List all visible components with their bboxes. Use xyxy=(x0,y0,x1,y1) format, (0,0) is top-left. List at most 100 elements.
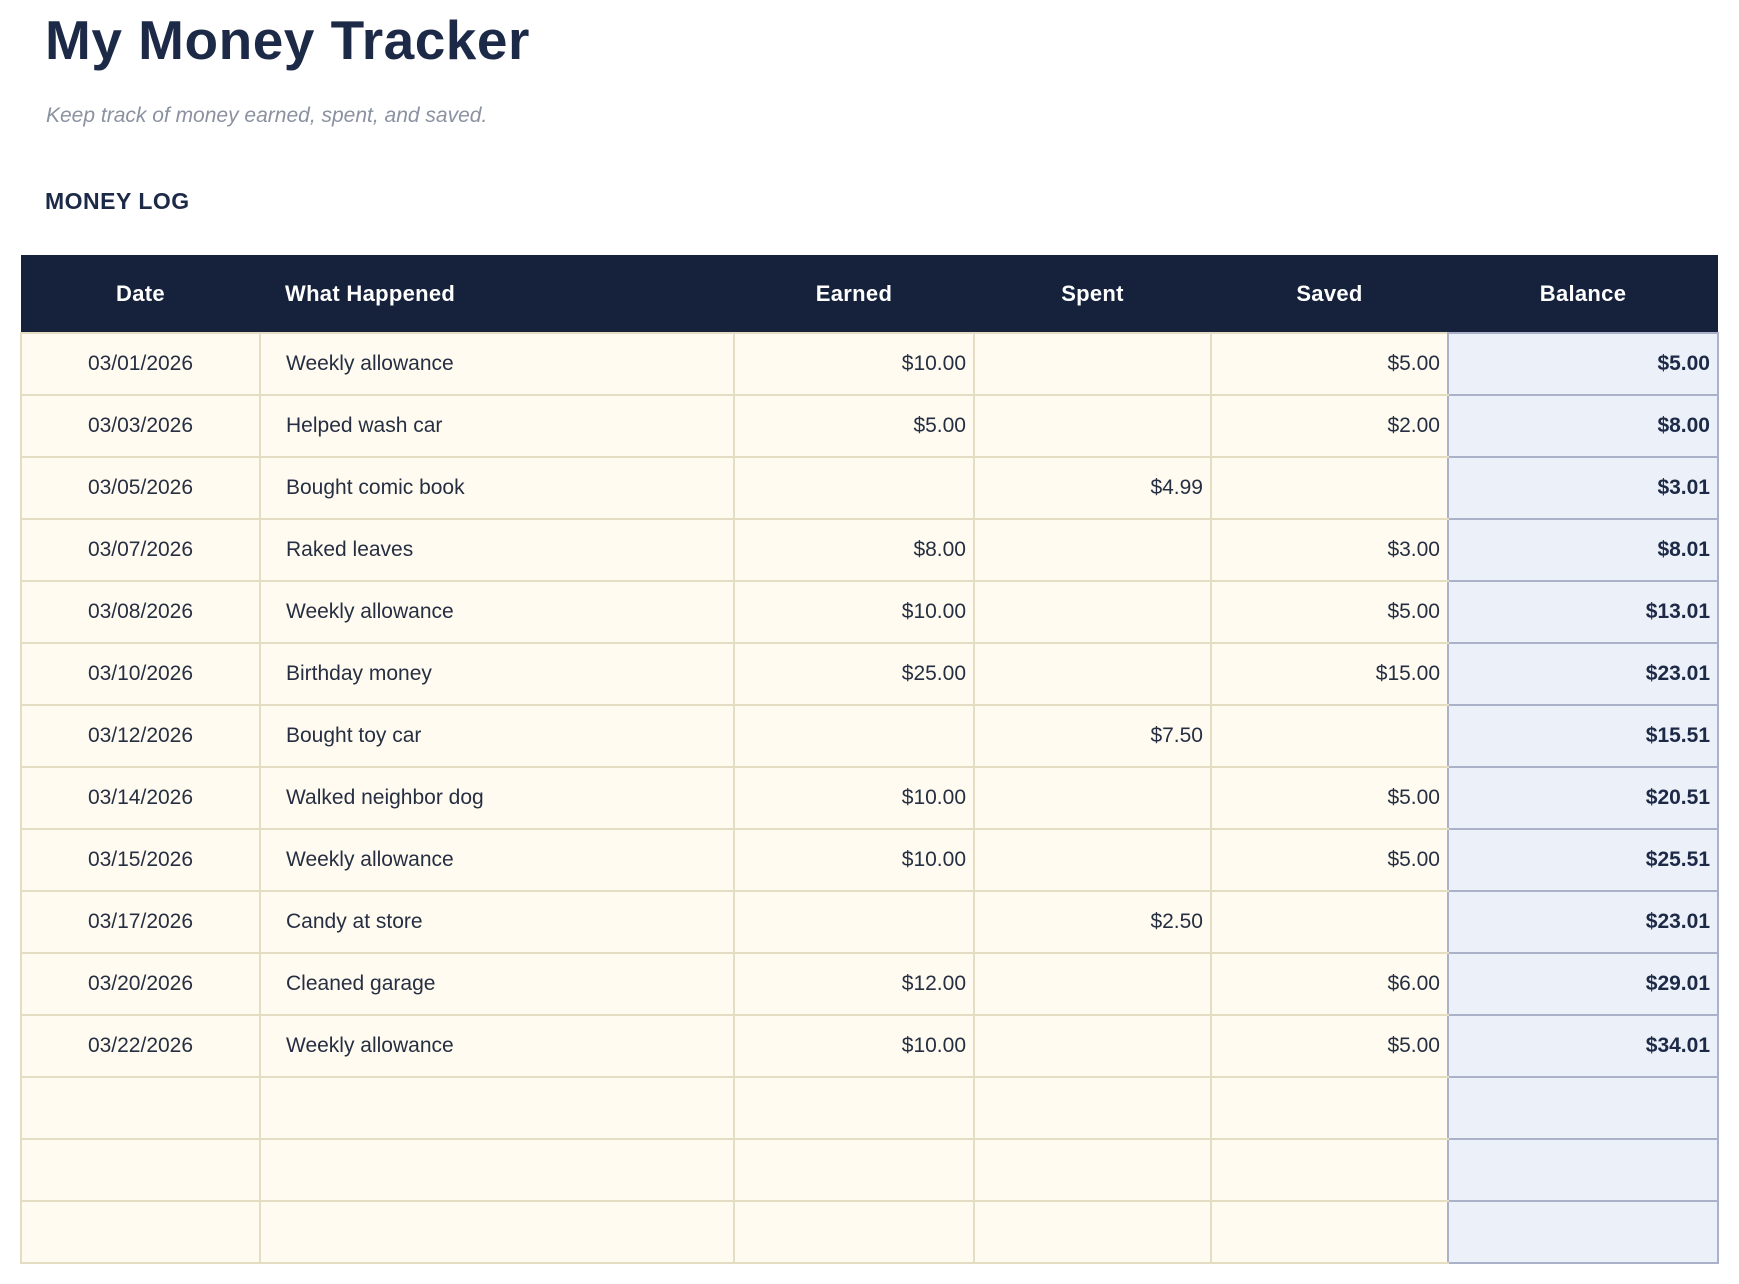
saved-cell[interactable]: $5.00 xyxy=(1210,1014,1449,1078)
earned-cell[interactable]: $8.00 xyxy=(733,518,975,582)
description-cell[interactable]: Candy at store xyxy=(259,890,735,954)
date-cell[interactable]: 03/15/2026 xyxy=(20,828,261,892)
balance-cell[interactable]: $34.01 xyxy=(1447,1014,1719,1078)
earned-cell[interactable] xyxy=(733,456,975,520)
balance-cell[interactable]: $8.01 xyxy=(1447,518,1719,582)
date-cell[interactable]: 03/08/2026 xyxy=(20,580,261,644)
description-cell[interactable] xyxy=(259,1200,735,1264)
spent-cell[interactable]: $2.50 xyxy=(973,890,1212,954)
balance-cell[interactable]: $3.01 xyxy=(1447,456,1719,520)
balance-cell[interactable]: $13.01 xyxy=(1447,580,1719,644)
description-cell[interactable]: Bought comic book xyxy=(259,456,735,520)
saved-cell[interactable] xyxy=(1210,456,1449,520)
spent-cell[interactable] xyxy=(973,828,1212,892)
earned-cell[interactable]: $10.00 xyxy=(733,828,975,892)
saved-cell[interactable] xyxy=(1210,1138,1449,1202)
balance-cell[interactable]: $23.01 xyxy=(1447,890,1719,954)
earned-cell[interactable] xyxy=(733,704,975,768)
date-cell[interactable]: 03/12/2026 xyxy=(20,704,261,768)
earned-cell[interactable] xyxy=(733,1138,975,1202)
saved-cell[interactable]: $6.00 xyxy=(1210,952,1449,1016)
spent-cell[interactable] xyxy=(973,766,1212,830)
saved-cell[interactable]: $5.00 xyxy=(1210,766,1449,830)
earned-cell[interactable]: $10.00 xyxy=(733,766,975,830)
spent-cell[interactable] xyxy=(973,332,1212,396)
page-subtitle: Keep track of money earned, spent, and s… xyxy=(46,104,488,127)
saved-cell[interactable]: $5.00 xyxy=(1210,580,1449,644)
earned-cell[interactable] xyxy=(733,890,975,954)
description-cell[interactable]: Weekly allowance xyxy=(259,828,735,892)
date-cell[interactable] xyxy=(20,1138,261,1202)
spent-cell[interactable] xyxy=(973,1138,1212,1202)
earned-cell[interactable] xyxy=(733,1200,975,1264)
date-cell[interactable]: 03/10/2026 xyxy=(20,642,261,706)
balance-cell[interactable]: $23.01 xyxy=(1447,642,1719,706)
balance-cell[interactable]: $15.51 xyxy=(1447,704,1719,768)
spent-cell[interactable] xyxy=(973,394,1212,458)
earned-cell[interactable]: $12.00 xyxy=(733,952,975,1016)
description-cell[interactable]: Weekly allowance xyxy=(259,1014,735,1078)
earned-cell[interactable]: $10.00 xyxy=(733,1014,975,1078)
table-row: 03/05/2026 Bought comic book $4.99 $3.01 xyxy=(20,456,1719,520)
date-cell[interactable]: 03/22/2026 xyxy=(20,1014,261,1078)
balance-cell[interactable]: $5.00 xyxy=(1447,332,1719,396)
saved-cell[interactable] xyxy=(1210,1076,1449,1140)
saved-cell[interactable] xyxy=(1210,1200,1449,1264)
description-cell[interactable]: Weekly allowance xyxy=(259,332,735,396)
saved-cell[interactable]: $2.00 xyxy=(1210,394,1449,458)
date-cell[interactable]: 03/07/2026 xyxy=(20,518,261,582)
earned-cell[interactable]: $25.00 xyxy=(733,642,975,706)
earned-cell[interactable]: $10.00 xyxy=(733,332,975,396)
saved-cell[interactable]: $3.00 xyxy=(1210,518,1449,582)
table-row: 03/22/2026 Weekly allowance $10.00 $5.00 $34… xyxy=(20,1014,1719,1078)
table-row: 03/01/2026 Weekly allowance $10.00 $5.00 $5.… xyxy=(20,332,1719,396)
spent-cell[interactable] xyxy=(973,580,1212,644)
balance-cell[interactable] xyxy=(1447,1076,1719,1140)
saved-cell[interactable] xyxy=(1210,704,1449,768)
balance-cell[interactable] xyxy=(1447,1200,1719,1264)
spent-cell[interactable]: $4.99 xyxy=(973,456,1212,520)
description-cell[interactable]: Birthday money xyxy=(259,642,735,706)
description-cell[interactable]: Cleaned garage xyxy=(259,952,735,1016)
spent-cell[interactable] xyxy=(973,1076,1212,1140)
section-title: MONEY LOG xyxy=(45,188,190,214)
date-cell[interactable]: 03/20/2026 xyxy=(20,952,261,1016)
spent-cell[interactable] xyxy=(973,952,1212,1016)
balance-cell[interactable]: $8.00 xyxy=(1447,394,1719,458)
description-cell[interactable]: Weekly allowance xyxy=(259,580,735,644)
spent-cell[interactable] xyxy=(973,1014,1212,1078)
earned-cell[interactable]: $10.00 xyxy=(733,580,975,644)
saved-cell[interactable]: $5.00 xyxy=(1210,828,1449,892)
date-cell[interactable]: 03/03/2026 xyxy=(20,394,261,458)
balance-cell[interactable]: $29.01 xyxy=(1447,952,1719,1016)
spent-cell[interactable] xyxy=(973,518,1212,582)
description-cell[interactable]: Helped wash car xyxy=(259,394,735,458)
description-cell[interactable] xyxy=(259,1138,735,1202)
date-cell[interactable]: 03/14/2026 xyxy=(20,766,261,830)
saved-cell[interactable]: $5.00 xyxy=(1210,332,1449,396)
date-cell[interactable] xyxy=(20,1200,261,1264)
saved-cell[interactable] xyxy=(1210,890,1449,954)
column-header-earned: Earned xyxy=(815,280,893,306)
saved-cell[interactable]: $15.00 xyxy=(1210,642,1449,706)
date-cell[interactable]: 03/17/2026 xyxy=(20,890,261,954)
earned-cell[interactable]: $5.00 xyxy=(733,394,975,458)
earned-cell[interactable] xyxy=(733,1076,975,1140)
money-log-table-container: Date What Happened Earned Spent Saved Balance… xyxy=(20,255,1719,1264)
spent-cell[interactable] xyxy=(973,642,1212,706)
date-cell[interactable] xyxy=(20,1076,261,1140)
column-header-spent: Spent xyxy=(1061,280,1124,306)
table-row: 03/03/2026 Helped wash car $5.00 $2.00 $8.00 xyxy=(20,394,1719,458)
description-cell[interactable]: Walked neighbor dog xyxy=(259,766,735,830)
description-cell[interactable]: Bought toy car xyxy=(259,704,735,768)
balance-cell[interactable]: $25.51 xyxy=(1447,828,1719,892)
balance-cell[interactable]: $20.51 xyxy=(1447,766,1719,830)
spent-cell[interactable] xyxy=(973,1200,1212,1264)
description-cell[interactable]: Raked leaves xyxy=(259,518,735,582)
spent-cell[interactable]: $7.50 xyxy=(973,704,1212,768)
date-cell[interactable]: 03/01/2026 xyxy=(20,332,261,396)
description-cell[interactable] xyxy=(259,1076,735,1140)
date-cell[interactable]: 03/05/2026 xyxy=(20,456,261,520)
balance-cell[interactable] xyxy=(1447,1138,1719,1202)
